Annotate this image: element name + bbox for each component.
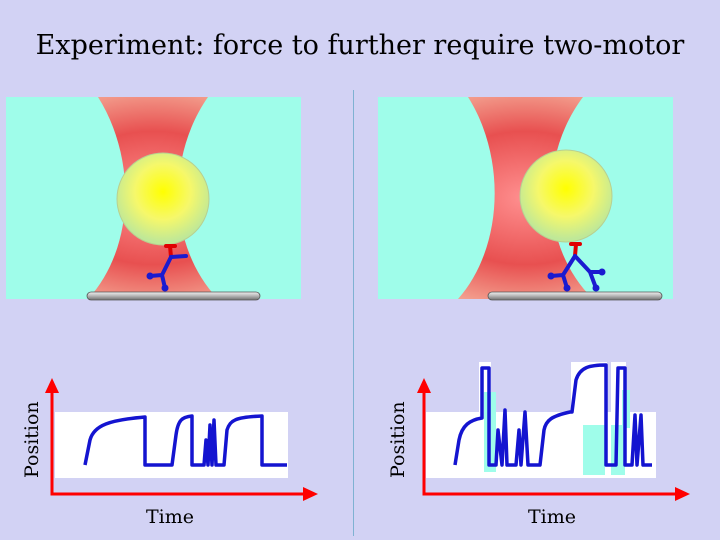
optical-trap-single-motor [6,97,301,299]
position-trace [453,363,652,467]
bead-icon [519,149,613,243]
divider-line [353,90,354,536]
aqua-right-lobe [178,97,301,299]
y-axis-label: Position [387,401,409,478]
motor-protein-icon [547,242,582,292]
bead-icon [116,152,210,246]
microtubule-icon [487,291,663,301]
motor-protein-icon [573,254,606,292]
motor-protein-icon [146,244,188,292]
aqua-left-lobe [6,97,126,299]
x-axis-arrow [303,487,318,501]
x-axis-arrow [675,487,690,501]
y-axis-arrow [45,378,59,393]
x-axis-label: Time [146,506,195,528]
position-trace [83,414,287,467]
page-title: Experiment: force to further require two… [35,30,685,61]
microtubule-icon [86,291,261,301]
y-axis-arrow [417,378,431,393]
x-axis-label: Time [528,506,577,528]
